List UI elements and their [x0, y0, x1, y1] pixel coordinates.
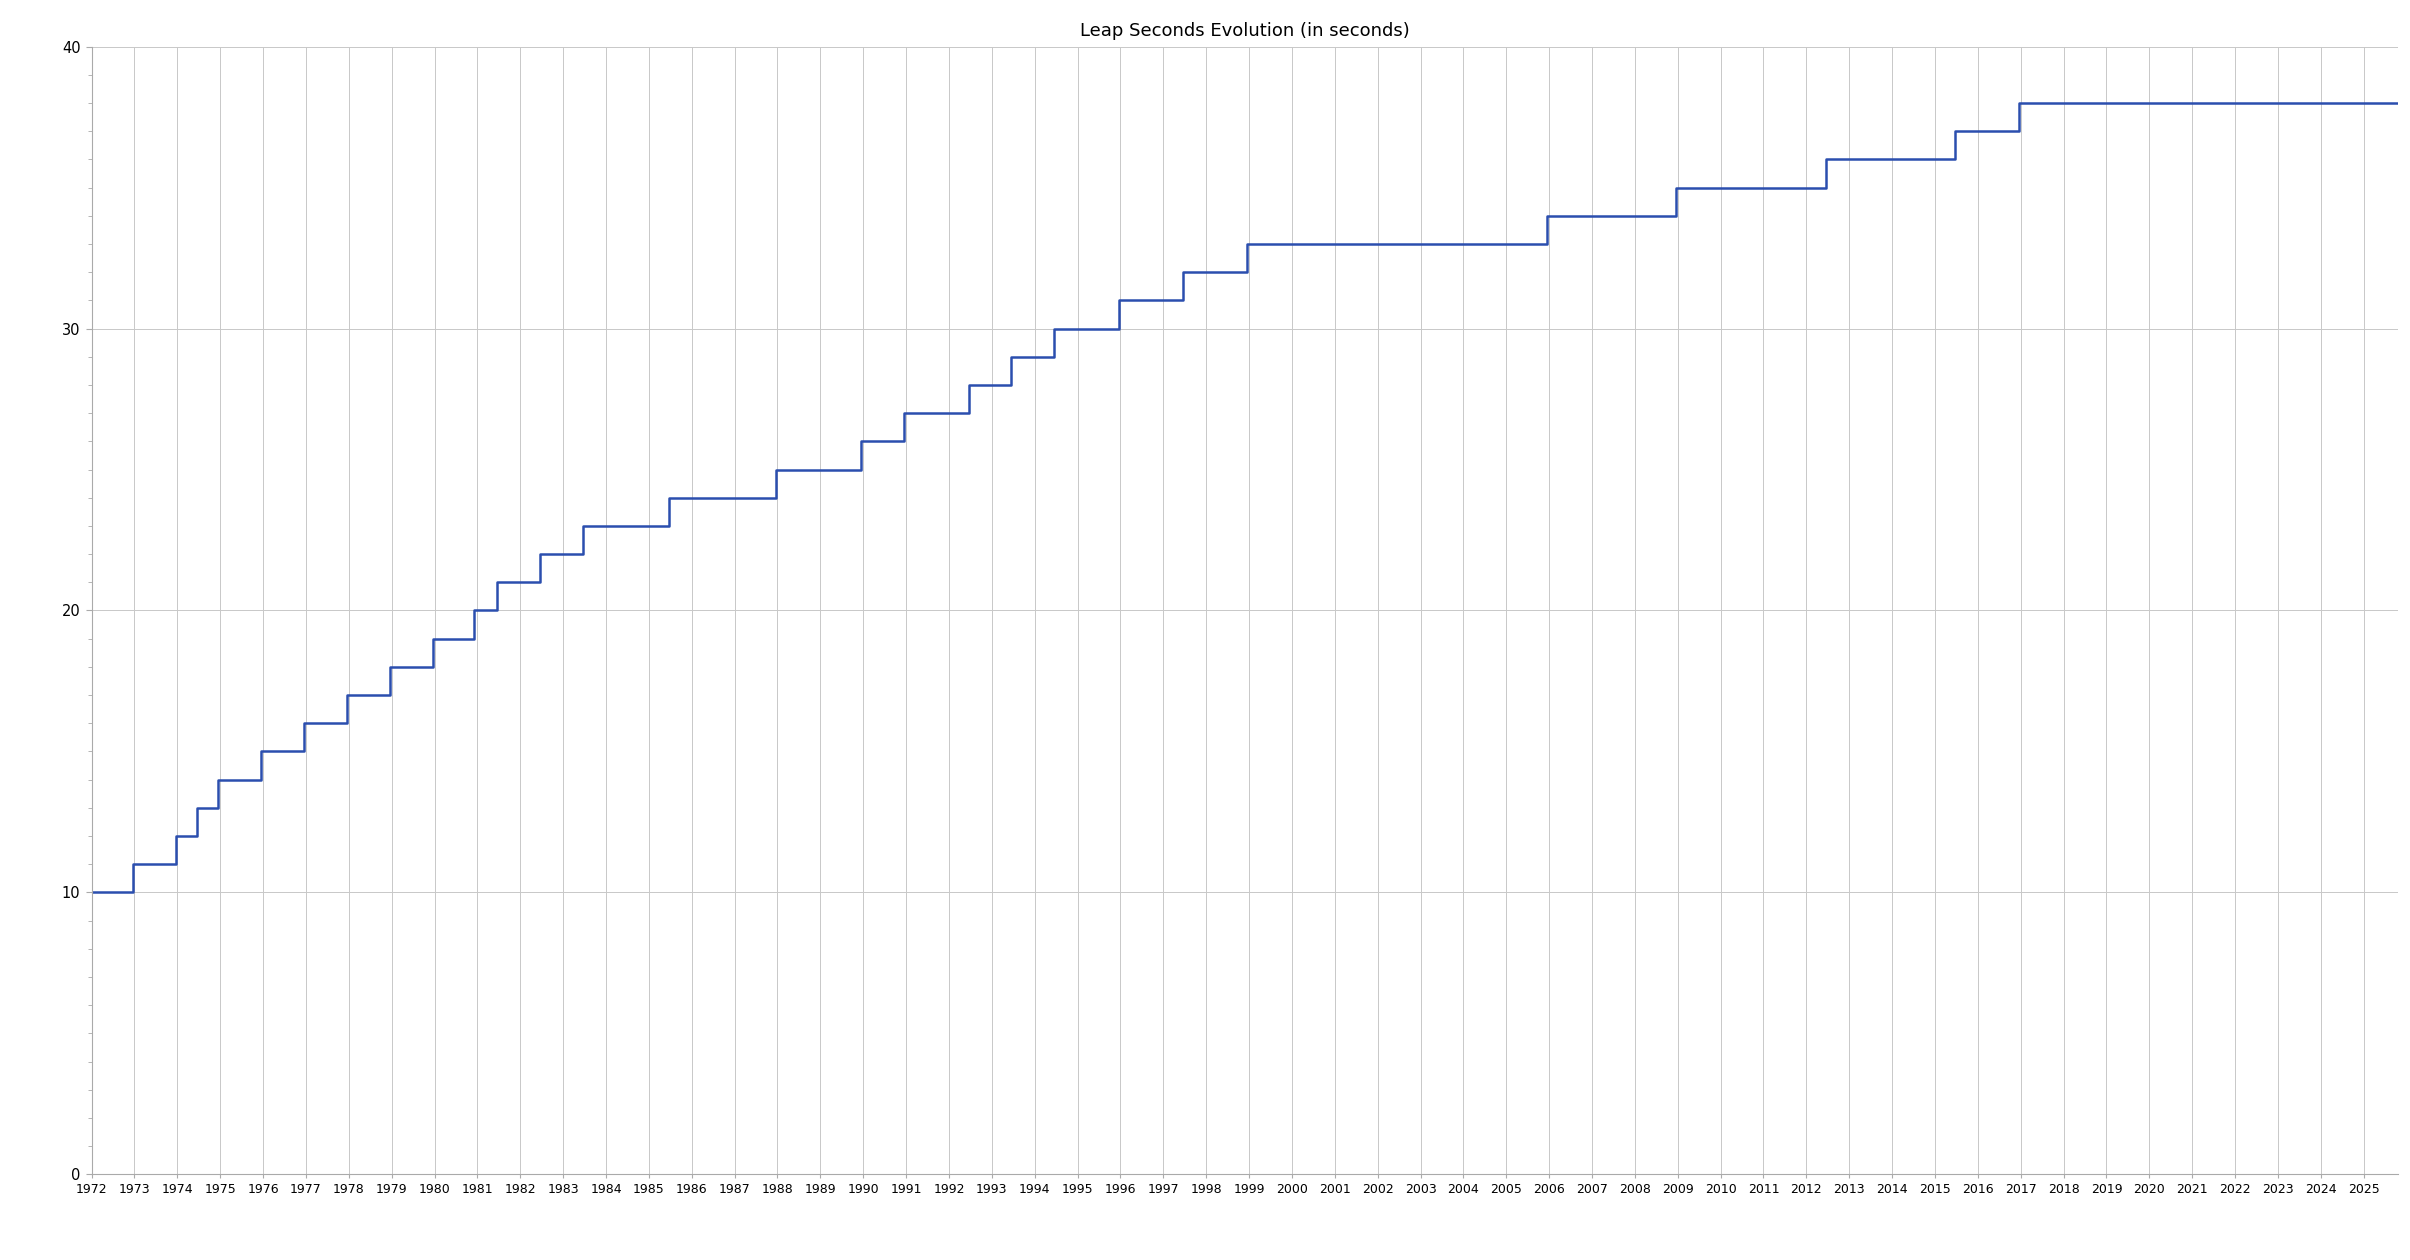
Title: Leap Seconds Evolution (in seconds): Leap Seconds Evolution (in seconds): [1080, 21, 1410, 39]
